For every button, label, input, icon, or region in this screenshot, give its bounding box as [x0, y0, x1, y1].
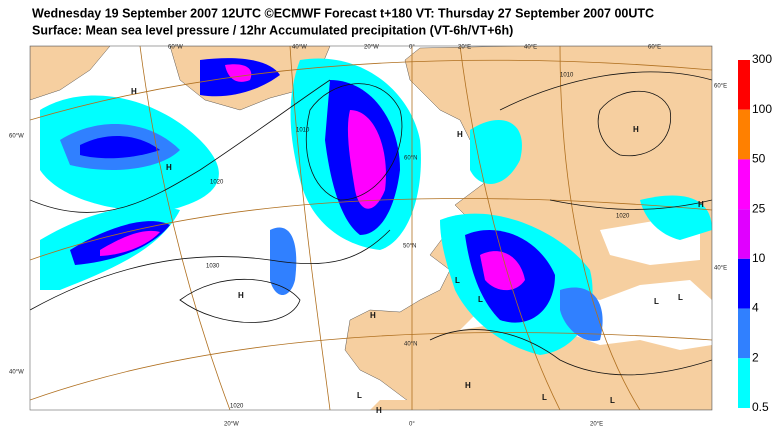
- map-frame: [29, 45, 713, 411]
- colorbar-segment: [738, 109, 750, 160]
- graticule-label: 60°W: [168, 45, 183, 51]
- graticule-label: 40°E: [524, 45, 537, 51]
- map: [30, 46, 712, 410]
- graticule-label: 60°W: [9, 134, 24, 140]
- low-center: L: [654, 297, 659, 306]
- colorbar-segment: [738, 60, 750, 110]
- colorbar-label: 4: [752, 301, 759, 315]
- title-line1: Wednesday 19 September 2007 12UTC ©ECMWF…: [32, 6, 654, 20]
- isobar-label: 1020: [230, 404, 244, 410]
- colorbar-label: 300: [752, 52, 772, 66]
- graticule-label: 20°W: [364, 45, 379, 51]
- colorbar-segment: [738, 308, 750, 359]
- high-center: H: [166, 163, 172, 172]
- high-center: H: [370, 311, 376, 320]
- graticule-label: 60°E: [648, 45, 661, 51]
- colorbar-label: 50: [752, 152, 766, 166]
- high-center: H: [238, 291, 244, 300]
- colorbar-label: 0.5: [752, 400, 769, 414]
- title-line2: Surface: Mean sea level pressure / 12hr …: [32, 23, 513, 37]
- high-center: H: [465, 381, 471, 390]
- graticule-label: 0°: [409, 45, 415, 51]
- colorbar-segment: [738, 258, 750, 309]
- isobar-label: 1020: [210, 180, 224, 186]
- high-center: H: [457, 130, 463, 139]
- colorbar-label: 10: [752, 251, 766, 265]
- precipitation: [40, 58, 712, 355]
- graticule-label: 20°E: [590, 422, 603, 428]
- low-center: L: [678, 293, 683, 302]
- low-center: L: [478, 295, 483, 304]
- graticule-label: 40°N: [404, 342, 417, 348]
- graticule-label: 20°W: [224, 422, 239, 428]
- colorbar-segment: [738, 209, 750, 259]
- colorbar-label: 100: [752, 102, 772, 116]
- colorbar-segment: [738, 358, 750, 408]
- colorbar: 300 100 50 25 10 4 2 0.5: [738, 52, 772, 414]
- isobar-label: 1020: [616, 214, 630, 220]
- low-center: L: [542, 393, 547, 402]
- colorbar-label: 25: [752, 201, 766, 215]
- low-center: L: [610, 396, 615, 405]
- high-center: H: [131, 87, 137, 96]
- graticule-label: 40°E: [714, 266, 727, 272]
- isobar-label: 1030: [206, 264, 220, 270]
- graticule-label: 60°E: [714, 84, 727, 90]
- graticule-label: 60°N: [404, 156, 417, 162]
- graticule-label: 40°W: [292, 45, 307, 51]
- high-center: H: [698, 200, 704, 209]
- graticule-label: 20°E: [458, 45, 471, 51]
- graticule-label: 0°: [409, 422, 415, 428]
- low-center: L: [357, 391, 362, 400]
- high-center: H: [633, 125, 639, 134]
- graticule-label: 40°W: [9, 370, 24, 376]
- isobar-label: 1010: [560, 73, 574, 79]
- isobar-label: 1010: [296, 128, 310, 134]
- high-center: H: [376, 406, 382, 415]
- colorbar-label: 2: [752, 350, 759, 364]
- colorbar-segment: [738, 159, 750, 210]
- low-center: L: [455, 276, 460, 285]
- graticule-label: 50°N: [403, 244, 416, 250]
